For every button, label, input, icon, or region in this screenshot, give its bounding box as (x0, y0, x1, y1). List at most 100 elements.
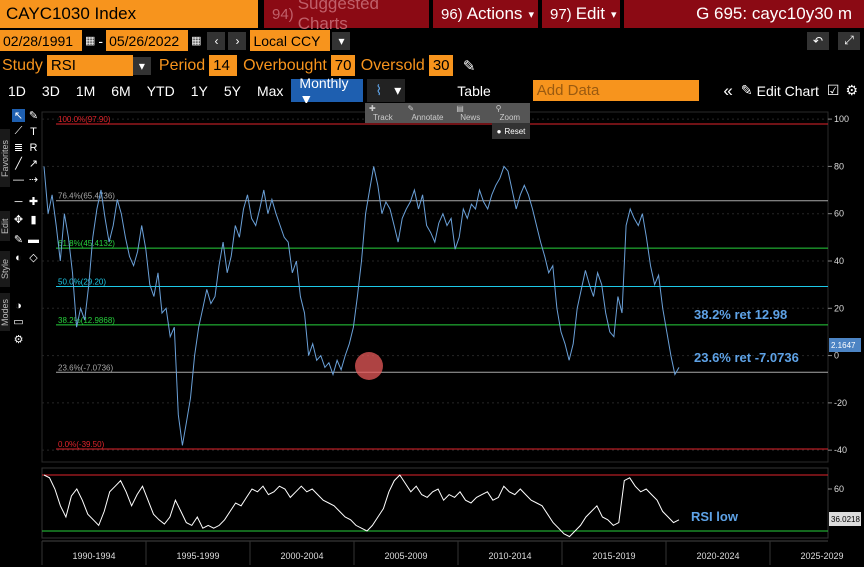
range-toolbar: 1D 3D 1M 6M YTD 1Y 5Y Max Monthly ▼ ⌇ ▾ … (0, 75, 864, 107)
tab-favorites[interactable]: Favorites (0, 129, 10, 187)
line-chart-icon[interactable]: ⌇ (367, 79, 391, 102)
calendar-icon[interactable]: ▦ (191, 35, 202, 47)
actions-menu-button[interactable]: 96) Actions ▾ (433, 0, 538, 28)
style-icon-b[interactable]: ▬ (28, 233, 39, 246)
news-button[interactable]: ▤ News (452, 104, 491, 122)
currency-select[interactable]: Local CCY (250, 30, 331, 51)
modes-icon-a[interactable]: ◑ (15, 299, 22, 312)
suggested-charts-button[interactable]: 94) Suggested Charts (264, 0, 429, 33)
line-tool-icon[interactable]: ╱ (15, 158, 22, 170)
bar-tool-icon[interactable]: ▮ (30, 214, 37, 226)
gear-icon[interactable]: ⚙ (845, 82, 858, 98)
oversold-input[interactable]: 30 (428, 55, 453, 76)
move-icon[interactable]: ✥ (13, 214, 24, 226)
y-tick-label: 40 (834, 256, 844, 266)
y-tick-label: -20 (834, 398, 847, 408)
cursor-icon[interactable]: ↖ (12, 109, 25, 122)
ticker-title[interactable]: CAYC1030 Index (0, 0, 258, 28)
fib-label: 61.8%(45.4132) (58, 239, 115, 248)
x-tick-label: 2015-2019 (592, 551, 635, 561)
chart-mini-toolbar: ✚ Track ✎ Annotate ▤ News ⚲ Zoom (365, 103, 530, 123)
annotation-236: 23.6% ret -7.0736 (694, 350, 799, 365)
reset-label: Reset (504, 126, 526, 136)
left-tool-panel: Favorites Edit Style Modes ↖ ✎ ⟋ T ≣ R ╱… (0, 103, 40, 353)
edit-caret: ▾ (610, 8, 617, 21)
edit-menu-button[interactable]: 97) Edit ▾ (542, 0, 620, 28)
calendar-icon[interactable]: ▦ (85, 35, 96, 47)
trend-tool-icon[interactable]: ⟋ (14, 125, 23, 137)
ray-tool-icon[interactable]: ↗ (28, 158, 39, 170)
end-date-field[interactable]: 05/26/2022 (106, 30, 189, 51)
zoom-label: Zoom (499, 113, 521, 122)
collapse-icon[interactable]: « (723, 80, 733, 100)
x-tick-label: 2020-2024 (696, 551, 739, 561)
range-1d-button[interactable]: 1D (8, 82, 26, 99)
tab-modes[interactable]: Modes (0, 293, 10, 331)
rsi-last-value-label: 36.0218 (831, 515, 860, 524)
low-point-highlight (355, 352, 383, 380)
arrow-tool-icon[interactable]: ⇢ (28, 174, 39, 186)
chart-settings-icon[interactable]: ☑ (826, 82, 840, 98)
chart-area[interactable]: 100.0%(97.90) 76.4%(65.4736) 61.8%(45.4132… (0, 103, 864, 567)
tab-style[interactable]: Style (0, 251, 10, 287)
r-tool-icon[interactable]: R (29, 141, 38, 154)
crosshair-icon[interactable]: ✚ (28, 196, 39, 208)
suggested-num: 94) (272, 5, 294, 23)
range-3d-button[interactable]: 3D (41, 82, 60, 99)
annotation-382: 38.2% ret 12.98 (694, 307, 787, 322)
add-data-input[interactable]: Add Data (532, 80, 699, 101)
range-5y-button[interactable]: 5Y (223, 82, 241, 99)
oversold-label: Oversold (360, 56, 425, 74)
study-label: Study (2, 56, 43, 74)
fib-label: 76.4%(65.4736) (58, 192, 115, 201)
pen-tool-icon[interactable]: ✎ (28, 110, 39, 122)
start-date-field[interactable]: 02/28/1991 (0, 30, 82, 51)
range-max-button[interactable]: Max (256, 82, 284, 99)
undo-icon[interactable]: ↶ (807, 31, 829, 50)
modes-icon-b[interactable]: ▭ (13, 316, 24, 328)
pencil-icon[interactable]: ✎ (462, 57, 476, 75)
style-icon-d[interactable]: ◇ (29, 252, 38, 264)
y-tick-label: 100 (834, 114, 849, 124)
period-input[interactable]: 14 (209, 55, 238, 76)
last-value-label: 2.1647 (831, 341, 856, 350)
edit-chart-button[interactable]: ✎ Edit Chart (737, 79, 823, 102)
zoom-button[interactable]: ⚲ Zoom (492, 104, 530, 122)
track-button[interactable]: ✚ Track (365, 104, 403, 122)
study-dropdown-icon[interactable]: ▾ (132, 56, 151, 75)
style-icon-a[interactable]: ✎ (13, 234, 24, 246)
actions-num: 96) (441, 5, 463, 23)
range-1y-button[interactable]: 1Y (190, 82, 208, 99)
text-tool-icon[interactable]: T (30, 125, 37, 138)
range-1m-button[interactable]: 1M (75, 82, 96, 99)
y-tick-label: -40 (834, 445, 847, 455)
actions-caret: ▾ (528, 8, 534, 21)
annotate-button[interactable]: ✎ Annotate (403, 104, 452, 122)
range-6m-button[interactable]: 6M (111, 82, 131, 99)
tab-edit[interactable]: Edit (0, 211, 10, 241)
prev-period-button[interactable]: ‹ (207, 31, 226, 50)
rsi-series-line (43, 474, 680, 538)
study-select[interactable]: RSI (46, 55, 133, 76)
horizontal-line-icon[interactable]: — (13, 173, 24, 186)
hline-tool-icon[interactable]: ─ (14, 195, 23, 208)
fib-label: 0.0%(-39.50) (58, 440, 105, 449)
range-ytd-button[interactable]: YTD (146, 82, 175, 99)
reset-zoom-button[interactable]: ● Reset (492, 123, 530, 139)
chart-type-dropdown-icon[interactable]: ▾ (390, 79, 406, 102)
rsi-last-value-badge (829, 512, 861, 526)
next-period-button[interactable]: › (228, 31, 247, 50)
expand-icon[interactable]: ⤢ (838, 31, 860, 50)
modes-gear-icon[interactable]: ⚙ (13, 334, 24, 346)
frequency-select[interactable]: Monthly ▼ (291, 75, 364, 107)
overbought-input[interactable]: 70 (330, 55, 355, 76)
date-range-bar: 02/28/1991 ▦ - 05/26/2022 ▦ ‹ › Local CC… (0, 29, 864, 52)
track-label: Track (373, 113, 393, 122)
y-tick-label: 80 (834, 161, 844, 171)
table-button[interactable]: Table (457, 82, 491, 99)
x-tick-label: 2000-2004 (280, 551, 323, 561)
fib-tool-icon[interactable]: ≣ (13, 142, 24, 154)
style-icon-c[interactable]: ◐ (15, 251, 22, 264)
reset-icon: ● (496, 126, 502, 136)
currency-dropdown-icon[interactable]: ▾ (332, 31, 351, 50)
